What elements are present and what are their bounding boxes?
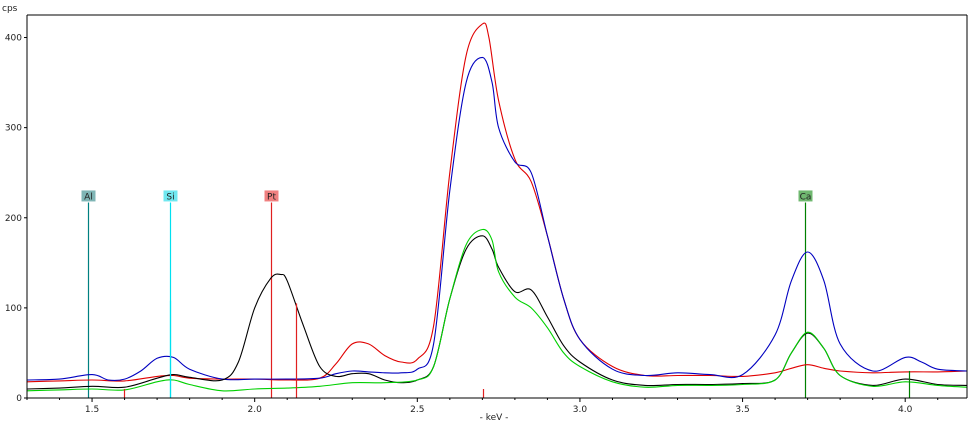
y-tick-label: 0 — [16, 394, 22, 404]
y-tick-label: 100 — [5, 304, 22, 314]
y-tick-label: 200 — [5, 214, 22, 224]
element-label-pt: Pt — [267, 192, 276, 202]
x-axis-label: - keV - — [480, 413, 509, 423]
minor-element-lines — [123, 300, 911, 398]
plot-frame — [26, 14, 968, 399]
x-tick-label: 1.5 — [85, 405, 99, 415]
x-tick-label: 3.0 — [573, 405, 588, 415]
element-label-box-ca — [798, 190, 813, 202]
axes: cps - keV - 0 100 200 300 400 1.5 2.0 2.5 3.0 3.5… — [2, 4, 939, 423]
element-label-box-pt — [264, 190, 279, 202]
x-tick-label: 3.5 — [735, 405, 749, 415]
x-tick-label: 4.0 — [898, 405, 913, 415]
element-label-al: Al — [84, 192, 93, 202]
element-labels: Al Si Pt Ca — [81, 190, 813, 202]
x-tick-label: 2.5 — [410, 405, 424, 415]
y-tick-label: 400 — [5, 34, 22, 44]
spectrum-series-4 — [26, 228, 968, 392]
y-axis-label: cps — [2, 4, 18, 14]
spectrum-series-2 — [26, 56, 968, 381]
spectrum-series — [26, 22, 968, 392]
element-label-si: Si — [166, 192, 174, 202]
element-label-ca: Ca — [800, 192, 812, 202]
element-label-box-si — [163, 190, 178, 202]
element-label-box-al — [81, 190, 96, 202]
element-markers — [87, 202, 807, 398]
y-tick-label: 300 — [5, 124, 22, 134]
x-tick-label: 2.0 — [248, 405, 263, 415]
